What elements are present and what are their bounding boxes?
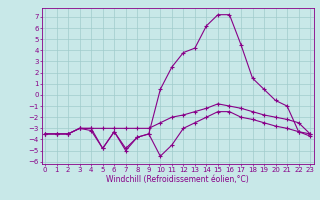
X-axis label: Windchill (Refroidissement éolien,°C): Windchill (Refroidissement éolien,°C) [106, 175, 249, 184]
